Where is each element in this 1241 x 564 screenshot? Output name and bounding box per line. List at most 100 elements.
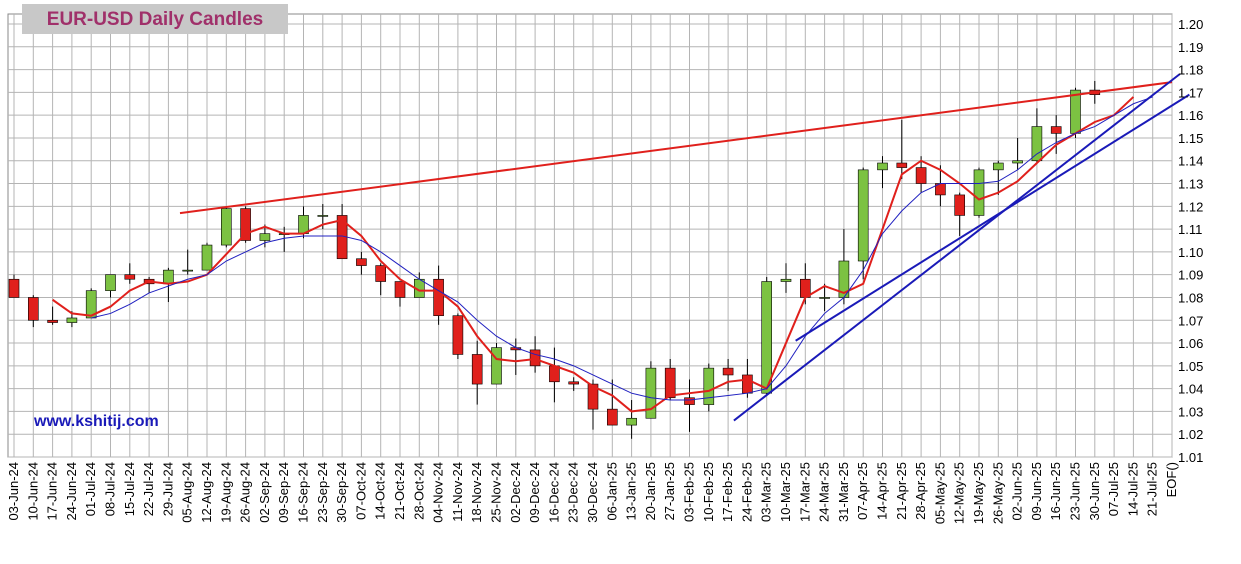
moving-average-line [91, 96, 1153, 401]
chart-title: EUR-USD Daily Candles [47, 9, 263, 30]
x-tick-label: 07-Apr-25 [855, 462, 870, 520]
x-tick-label: 10-Jun-24 [25, 462, 40, 521]
x-tick-label: 02-Sep-24 [257, 462, 272, 523]
candle-body [221, 208, 232, 246]
x-tick-label: 29-Jul-24 [160, 462, 175, 516]
x-tick-label: 14-Oct-24 [373, 462, 388, 520]
y-tick-label: 1.20 [1178, 17, 1203, 32]
x-tick-label: 26-May-25 [990, 462, 1005, 524]
candle-body [954, 194, 966, 216]
candle-body [452, 315, 464, 355]
x-tick-label: 16-Dec-24 [546, 462, 561, 523]
x-tick-label: 07-Oct-24 [353, 462, 368, 520]
candle-body [606, 408, 618, 426]
y-tick-label: 1.13 [1178, 177, 1203, 192]
y-tick-label: 1.16 [1178, 108, 1203, 123]
y-tick-label: 1.07 [1178, 313, 1203, 328]
x-tick-label: 17-Mar-25 [797, 462, 812, 522]
y-tick-label: 1.04 [1178, 382, 1203, 397]
x-tick-label: 10-Mar-25 [778, 462, 793, 522]
candle-body [27, 297, 39, 321]
candle-body [780, 278, 792, 282]
x-tick-label: 14-Apr-25 [875, 462, 890, 520]
candle-body [471, 354, 483, 385]
x-tick-label: 04-Nov-24 [431, 462, 446, 523]
x-tick-label: 12-Aug-24 [199, 462, 214, 523]
candle-body [124, 274, 136, 280]
candle-body [568, 381, 580, 385]
x-tick-label: 26-Aug-24 [238, 462, 253, 523]
y-tick-label: 1.14 [1178, 154, 1203, 169]
candle-body [317, 215, 329, 217]
candle-body [182, 269, 193, 272]
y-tick-label: 1.06 [1178, 336, 1203, 351]
candle-body [915, 167, 927, 184]
trendline [179, 81, 1173, 215]
x-tick-label: 20-Jan-25 [643, 462, 658, 521]
candle-body [684, 397, 695, 405]
x-tick-label: 25-Nov-24 [489, 462, 504, 523]
x-tick-label: 17-Feb-25 [720, 462, 735, 522]
y-tick-label: 1.02 [1178, 427, 1203, 442]
x-tick-label: 24-Mar-25 [817, 462, 832, 522]
candle-body [896, 162, 908, 168]
x-tick-label: 18-Nov-24 [469, 462, 484, 523]
y-tick-label: 1.03 [1178, 404, 1203, 419]
candle-body [1050, 126, 1062, 134]
x-tick-label: 06-Jan-25 [604, 462, 619, 521]
x-tick-label: 09-Dec-24 [527, 462, 542, 523]
candle-body [992, 162, 1004, 171]
x-tick-label: 16-Sep-24 [296, 462, 311, 523]
title-box [22, 4, 288, 34]
x-tick-label: 23-Jun-25 [1068, 462, 1083, 521]
y-tick-label: 1.12 [1178, 199, 1203, 214]
candle-body [8, 278, 20, 298]
trendline [733, 73, 1181, 422]
x-tick-label: 03-Feb-25 [682, 462, 697, 522]
candle-body [163, 269, 174, 285]
candle-body [259, 233, 271, 241]
x-tick-label: 24-Jun-24 [64, 462, 79, 521]
candle-body [356, 258, 367, 266]
moving-average-line [52, 96, 1135, 413]
x-tick-label: 03-Jun-24 [6, 462, 21, 521]
x-tick-label: 02-Jun-25 [1010, 462, 1025, 521]
x-tick-label: 23-Dec-24 [566, 462, 581, 523]
y-tick-label: 1.19 [1178, 40, 1203, 55]
candle-body [877, 162, 888, 171]
x-tick-label: 27-Jan-25 [662, 462, 677, 521]
y-tick-label: 1.10 [1178, 245, 1203, 260]
candle-body [1012, 160, 1023, 164]
x-tick-label: 03-Mar-25 [759, 462, 774, 522]
x-tick-label: 09-Sep-24 [276, 462, 291, 523]
y-tick-label: 1.15 [1178, 131, 1203, 146]
candle-body [819, 297, 830, 299]
candle-body [529, 349, 541, 367]
candle-body [742, 374, 753, 394]
x-tick-label: 08-Jul-24 [103, 462, 118, 516]
x-tick-label: 11-Nov-24 [450, 462, 465, 522]
y-tick-label: 1.09 [1178, 268, 1203, 283]
x-tick-label: 21-Oct-24 [392, 462, 407, 520]
x-tick-label: 05-May-25 [932, 462, 947, 524]
x-tick-label: 28-Apr-25 [913, 462, 928, 520]
x-tick-label: 19-Aug-24 [218, 462, 233, 523]
x-tick-label: 30-Jun-25 [1087, 462, 1102, 521]
x-tick-label: 09-Jun-25 [1029, 462, 1044, 521]
x-tick-label: 12-May-25 [952, 462, 967, 524]
x-tick-label: 22-Jul-24 [141, 462, 156, 516]
candle-body [240, 208, 251, 241]
candle-body [626, 417, 637, 426]
x-tick-label: 21-Jul-25 [1145, 462, 1160, 516]
y-tick-label: 1.11 [1178, 222, 1202, 237]
candle-body [973, 169, 985, 216]
x-tick-label: 23-Sep-24 [315, 462, 330, 523]
y-tick-label: 1.08 [1178, 290, 1203, 305]
candle-body [1070, 89, 1081, 134]
watermark: www.kshitij.com [33, 413, 159, 430]
x-tick-label: 10-Feb-25 [701, 462, 716, 522]
x-tick-label: 28-Oct-24 [411, 462, 426, 520]
x-tick-label: 14-Jul-25 [1125, 462, 1140, 516]
candle-body [105, 274, 116, 291]
